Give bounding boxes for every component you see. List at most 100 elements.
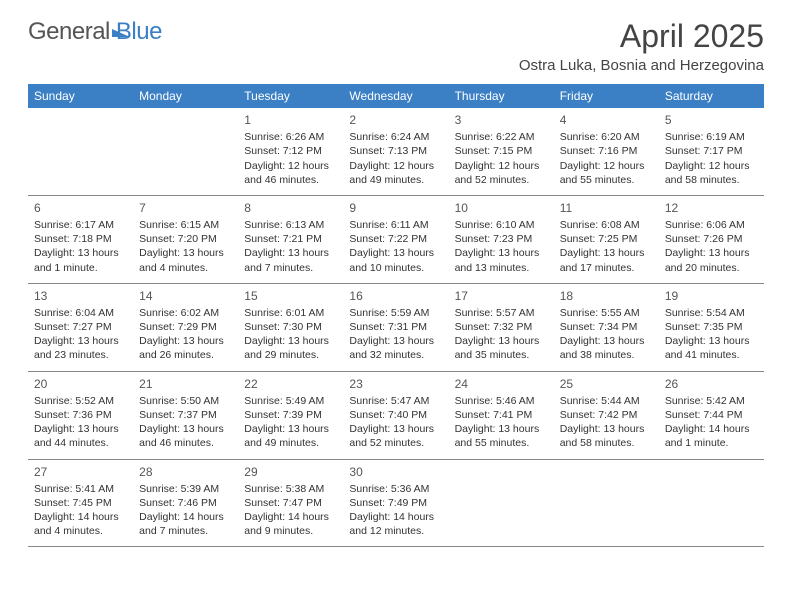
- sunset-text: Sunset: 7:12 PM: [244, 144, 337, 158]
- day-number: 22: [244, 376, 337, 392]
- week-row: 13Sunrise: 6:04 AMSunset: 7:27 PMDayligh…: [28, 284, 764, 372]
- sunrise-text: Sunrise: 6:13 AM: [244, 218, 337, 232]
- day-number: 27: [34, 464, 127, 480]
- day-number: 29: [244, 464, 337, 480]
- empty-day-cell: [133, 108, 238, 195]
- daylight-text: Daylight: 13 hours and 7 minutes.: [244, 246, 337, 274]
- sunrise-text: Sunrise: 5:39 AM: [139, 482, 232, 496]
- sunrise-text: Sunrise: 6:02 AM: [139, 306, 232, 320]
- weekday-header: Sunday: [28, 84, 133, 108]
- daylight-text: Daylight: 12 hours and 58 minutes.: [665, 159, 758, 187]
- daylight-text: Daylight: 14 hours and 9 minutes.: [244, 510, 337, 538]
- calendar-grid: SundayMondayTuesdayWednesdayThursdayFrid…: [28, 84, 764, 547]
- day-number: 6: [34, 200, 127, 216]
- sunrise-text: Sunrise: 5:47 AM: [349, 394, 442, 408]
- sunset-text: Sunset: 7:49 PM: [349, 496, 442, 510]
- day-cell: 4Sunrise: 6:20 AMSunset: 7:16 PMDaylight…: [554, 108, 659, 195]
- sunset-text: Sunset: 7:31 PM: [349, 320, 442, 334]
- day-cell: 13Sunrise: 6:04 AMSunset: 7:27 PMDayligh…: [28, 284, 133, 371]
- sunset-text: Sunset: 7:37 PM: [139, 408, 232, 422]
- day-cell: 20Sunrise: 5:52 AMSunset: 7:36 PMDayligh…: [28, 372, 133, 459]
- day-number: 25: [560, 376, 653, 392]
- day-number: 4: [560, 112, 653, 128]
- daylight-text: Daylight: 13 hours and 17 minutes.: [560, 246, 653, 274]
- sunrise-text: Sunrise: 5:52 AM: [34, 394, 127, 408]
- sunrise-text: Sunrise: 5:57 AM: [455, 306, 548, 320]
- sunrise-text: Sunrise: 5:36 AM: [349, 482, 442, 496]
- sunrise-text: Sunrise: 5:55 AM: [560, 306, 653, 320]
- sunset-text: Sunset: 7:26 PM: [665, 232, 758, 246]
- day-cell: 10Sunrise: 6:10 AMSunset: 7:23 PMDayligh…: [449, 196, 554, 283]
- sunrise-text: Sunrise: 5:44 AM: [560, 394, 653, 408]
- day-cell: 11Sunrise: 6:08 AMSunset: 7:25 PMDayligh…: [554, 196, 659, 283]
- sunset-text: Sunset: 7:39 PM: [244, 408, 337, 422]
- day-number: 15: [244, 288, 337, 304]
- day-cell: 28Sunrise: 5:39 AMSunset: 7:46 PMDayligh…: [133, 460, 238, 547]
- day-number: 8: [244, 200, 337, 216]
- sunrise-text: Sunrise: 5:49 AM: [244, 394, 337, 408]
- empty-day-cell: [28, 108, 133, 195]
- day-number: 3: [455, 112, 548, 128]
- weekday-header: Wednesday: [343, 84, 448, 108]
- sunrise-text: Sunrise: 6:06 AM: [665, 218, 758, 232]
- day-number: 11: [560, 200, 653, 216]
- sunset-text: Sunset: 7:15 PM: [455, 144, 548, 158]
- daylight-text: Daylight: 13 hours and 29 minutes.: [244, 334, 337, 362]
- day-cell: 19Sunrise: 5:54 AMSunset: 7:35 PMDayligh…: [659, 284, 764, 371]
- daylight-text: Daylight: 12 hours and 46 minutes.: [244, 159, 337, 187]
- sunrise-text: Sunrise: 6:11 AM: [349, 218, 442, 232]
- sunrise-text: Sunrise: 6:20 AM: [560, 130, 653, 144]
- day-number: 9: [349, 200, 442, 216]
- day-number: 24: [455, 376, 548, 392]
- empty-day-cell: [449, 460, 554, 547]
- daylight-text: Daylight: 12 hours and 49 minutes.: [349, 159, 442, 187]
- daylight-text: Daylight: 13 hours and 20 minutes.: [665, 246, 758, 274]
- day-cell: 24Sunrise: 5:46 AMSunset: 7:41 PMDayligh…: [449, 372, 554, 459]
- empty-day-cell: [659, 460, 764, 547]
- weekday-header: Friday: [554, 84, 659, 108]
- day-cell: 26Sunrise: 5:42 AMSunset: 7:44 PMDayligh…: [659, 372, 764, 459]
- brand-logo: General Blue: [28, 18, 162, 46]
- sunrise-text: Sunrise: 5:41 AM: [34, 482, 127, 496]
- day-cell: 18Sunrise: 5:55 AMSunset: 7:34 PMDayligh…: [554, 284, 659, 371]
- week-row: 1Sunrise: 6:26 AMSunset: 7:12 PMDaylight…: [28, 108, 764, 196]
- title-block: April 2025 Ostra Luka, Bosnia and Herzeg…: [519, 18, 764, 74]
- day-number: 17: [455, 288, 548, 304]
- daylight-text: Daylight: 13 hours and 55 minutes.: [455, 422, 548, 450]
- calendar-page: General Blue April 2025 Ostra Luka, Bosn…: [0, 0, 792, 547]
- day-number: 28: [139, 464, 232, 480]
- location-label: Ostra Luka, Bosnia and Herzegovina: [519, 57, 764, 74]
- day-cell: 3 Sunrise: 6:22 AMSunset: 7:15 PMDaylight…: [449, 108, 554, 195]
- sunrise-text: Sunrise: 5:42 AM: [665, 394, 758, 408]
- sunrise-text: Sunrise: 6:24 AM: [349, 130, 442, 144]
- sunset-text: Sunset: 7:30 PM: [244, 320, 337, 334]
- sunrise-text: Sunrise: 6:01 AM: [244, 306, 337, 320]
- daylight-text: Daylight: 13 hours and 49 minutes.: [244, 422, 337, 450]
- sunset-text: Sunset: 7:29 PM: [139, 320, 232, 334]
- sunset-text: Sunset: 7:17 PM: [665, 144, 758, 158]
- sunset-text: Sunset: 7:45 PM: [34, 496, 127, 510]
- sunrise-text: Sunrise: 6:22 AM: [455, 130, 548, 144]
- sunset-text: Sunset: 7:32 PM: [455, 320, 548, 334]
- daylight-text: Daylight: 12 hours and 52 minutes.: [455, 159, 548, 187]
- daylight-text: Daylight: 13 hours and 52 minutes.: [349, 422, 442, 450]
- brand-part1: General: [28, 18, 110, 46]
- sunset-text: Sunset: 7:25 PM: [560, 232, 653, 246]
- sunset-text: Sunset: 7:22 PM: [349, 232, 442, 246]
- week-row: 27 Sunrise: 5:41 AMSunset: 7:45 PM Dayligh…: [28, 460, 764, 548]
- daylight-text: Daylight: 14 hours and 7 minutes.: [139, 510, 232, 538]
- day-cell: 17Sunrise: 5:57 AMSunset: 7:32 PMDayligh…: [449, 284, 554, 371]
- day-cell: 27Sunrise: 5:41 AMSunset: 7:45 PMDayligh…: [28, 460, 133, 547]
- day-cell: 12Sunrise: 6:06 AMSunset: 7:26 PMDayligh…: [659, 196, 764, 283]
- sunrise-text: Sunrise: 5:38 AM: [244, 482, 337, 496]
- daylight-text: Daylight: 13 hours and 23 minutes.: [34, 334, 127, 362]
- day-cell: 23Sunrise: 5:47 AMSunset: 7:40 PMDayligh…: [343, 372, 448, 459]
- day-cell: 21Sunrise: 5:50 AMSunset: 7:37 PMDayligh…: [133, 372, 238, 459]
- day-cell: 8Sunrise: 6:13 AMSunset: 7:21 PMDaylight…: [238, 196, 343, 283]
- day-cell: 2Sunrise: 6:24 AMSunset: 7:13 PMDaylight…: [343, 108, 448, 195]
- day-cell: 22 Sunrise: 5:49 AMSunset: 7:39 PMDayligh…: [238, 372, 343, 459]
- daylight-text: Daylight: 14 hours and 12 minutes.: [349, 510, 442, 538]
- weeks-container: 1Sunrise: 6:26 AMSunset: 7:12 PMDaylight…: [28, 108, 764, 547]
- daylight-text: Daylight: 13 hours and 41 minutes.: [665, 334, 758, 362]
- sunrise-text: Sunrise: 6:15 AM: [139, 218, 232, 232]
